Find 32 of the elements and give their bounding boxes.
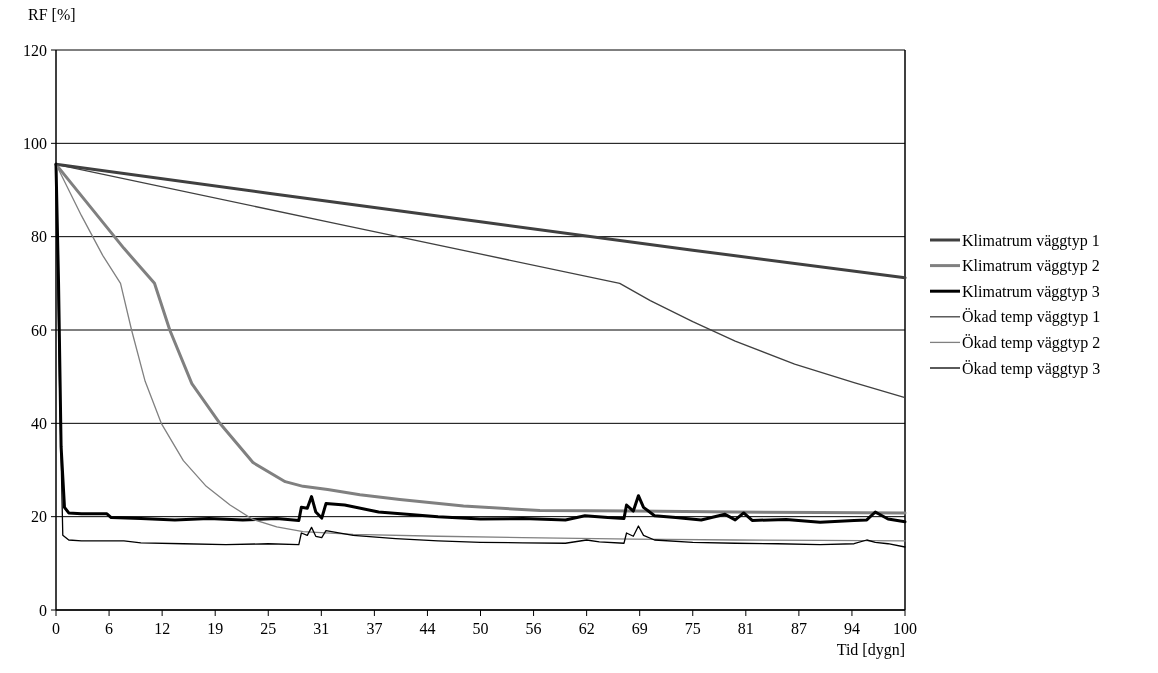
x-tick-label: 31 [313, 620, 330, 637]
y-axis-title: RF [%] [28, 6, 76, 23]
x-axis-title: Tid [dygn] [836, 641, 905, 659]
legend-label: Klimatrum väggtyp 2 [962, 257, 1100, 276]
legend-label: Klimatrum väggtyp 3 [962, 282, 1100, 301]
x-tick-label: 94 [843, 620, 860, 637]
x-tick-label: 81 [737, 620, 754, 637]
x-tick-label: 37 [366, 620, 383, 637]
x-tick-label: 62 [578, 620, 595, 637]
x-tick-label: 56 [525, 620, 542, 637]
x-tick-label: 44 [419, 620, 436, 637]
x-tick-label: 100 [893, 620, 917, 637]
y-tick-label: 120 [23, 41, 47, 59]
x-tick-label: 0 [52, 620, 60, 637]
y-tick-label: 0 [39, 601, 47, 619]
x-tick-label: 25 [260, 620, 277, 637]
y-tick-label: 100 [23, 134, 47, 152]
legend-label: Ökad temp väggtyp 2 [962, 334, 1101, 352]
x-tick-label: 50 [472, 620, 489, 637]
x-tick-label: 6 [105, 620, 114, 637]
x-tick-label: 75 [684, 620, 701, 637]
legend-label: Ökad temp väggtyp 1 [962, 308, 1101, 327]
x-tick-label: 19 [207, 620, 224, 637]
y-tick-label: 60 [31, 321, 47, 339]
y-tick-label: 20 [31, 508, 47, 526]
x-tick-label: 87 [790, 620, 807, 637]
x-tick-label: 69 [631, 620, 648, 637]
legend-label: Klimatrum väggtyp 1 [962, 231, 1100, 250]
y-tick-label: 80 [31, 228, 47, 246]
legend-label: Ökad temp väggtyp 3 [962, 359, 1101, 378]
x-tick-label: 12 [154, 620, 171, 637]
y-tick-label: 40 [31, 414, 47, 432]
